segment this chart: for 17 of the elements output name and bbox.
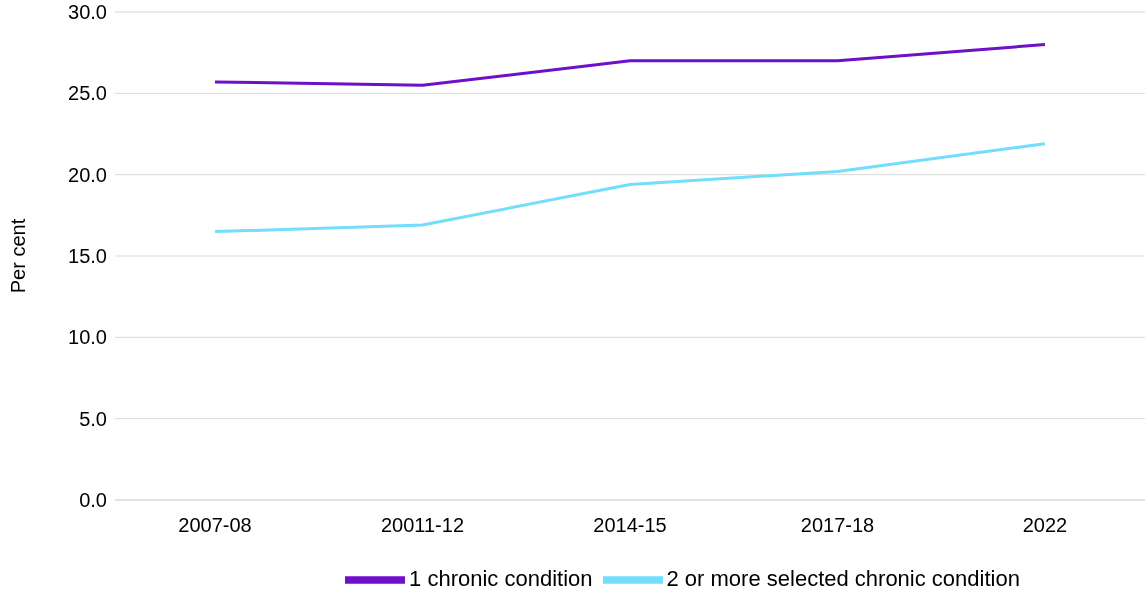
x-tick-label: 2007-08 bbox=[178, 514, 252, 537]
y-axis-title: Per cent bbox=[7, 218, 30, 294]
y-tick-label: 0.0 bbox=[79, 489, 107, 512]
y-tick-label: 15.0 bbox=[68, 245, 107, 268]
y-tick-label: 25.0 bbox=[68, 82, 107, 105]
x-tick-label: 2017-18 bbox=[800, 514, 875, 537]
y-tick-label: 20.0 bbox=[68, 163, 107, 186]
legend-label: 1 chronic condition bbox=[409, 565, 593, 591]
y-tick-label: 10.0 bbox=[68, 326, 107, 349]
line-series bbox=[213, 43, 1047, 87]
x-tick-label: 2022 bbox=[1022, 514, 1068, 537]
x-tick-label: 2014-15 bbox=[593, 514, 667, 537]
y-tick-label: 30.0 bbox=[68, 1, 107, 24]
line-series bbox=[213, 142, 1047, 234]
legend-label: 2 or more selected chronic condition bbox=[666, 565, 1020, 591]
y-tick-label: 5.0 bbox=[79, 407, 107, 430]
x-tick-label: 20011-12 bbox=[380, 514, 465, 537]
